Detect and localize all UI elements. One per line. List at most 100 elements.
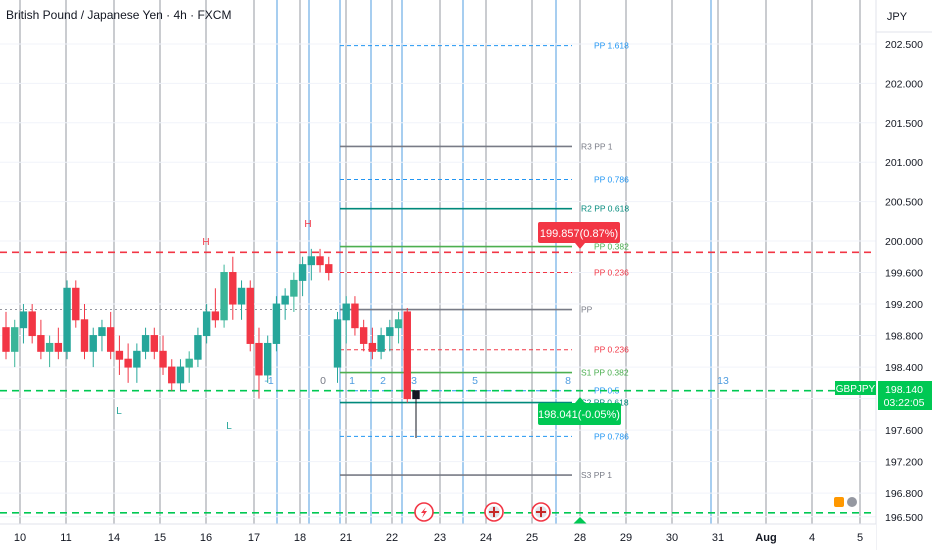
time-tick-label: 5	[857, 532, 863, 544]
svg-text:198.041(-0.05%): 198.041(-0.05%)	[538, 409, 620, 421]
time-tick-label: 29	[620, 532, 632, 544]
candle	[28, 304, 36, 344]
uk-flag-event-icon[interactable]	[531, 502, 551, 522]
time-grid	[19, 0, 861, 524]
pivot-point-marker: H	[202, 237, 209, 248]
svg-text:198.140: 198.140	[885, 384, 923, 396]
currency-label: JPY	[887, 11, 908, 23]
chart-title: British Pound / Japanese Yen · 4h · FXCM	[6, 8, 232, 22]
price-tick-label: 202.000	[885, 78, 923, 90]
candle	[89, 327, 97, 368]
uk-flag-event-icon[interactable]	[484, 502, 504, 522]
candle	[403, 307, 411, 403]
symbol-badge	[835, 381, 876, 395]
candle	[368, 327, 377, 360]
candle	[246, 280, 254, 352]
candle	[202, 304, 211, 344]
fib-time-label: 2	[380, 375, 386, 387]
candle	[45, 335, 54, 368]
candle	[255, 327, 263, 399]
fib-time-label: 5	[472, 375, 478, 387]
pivot-level-label: S3 PP 1	[581, 470, 612, 480]
candle	[211, 288, 220, 328]
candle	[11, 319, 19, 368]
pivot-level-label: PP 0.236	[594, 268, 629, 278]
price-tick-label: 198.400	[885, 362, 923, 374]
time-tick-label: 23	[434, 532, 446, 544]
price-tick-label: 201.000	[885, 157, 923, 169]
pivot-point-marker: L	[226, 421, 232, 432]
candle	[272, 296, 281, 352]
svg-text:199.857(0.87%): 199.857(0.87%)	[540, 228, 618, 240]
bottom-flag-marker	[573, 517, 587, 524]
candle	[281, 288, 289, 320]
candle	[19, 304, 28, 344]
time-tick-label: 28	[574, 532, 586, 544]
candle	[386, 319, 394, 352]
time-axis[interactable]	[0, 524, 876, 550]
candle	[325, 256, 333, 281]
price-tick-label: 200.000	[885, 236, 923, 248]
chart-labels: -1 0 1 2 3 5 8 13 H H L L 199.857(0.87%) 198.041(-0.0…	[116, 219, 857, 524]
time-tick-label: 24	[480, 532, 492, 544]
candle	[124, 343, 132, 383]
candle	[106, 311, 115, 360]
candle	[141, 327, 150, 360]
fib-time-label: 0	[320, 375, 326, 387]
pivot-level-label: PP 0.786	[594, 431, 629, 441]
moon-icon[interactable]	[847, 497, 857, 507]
time-tick-label: Aug	[755, 532, 776, 544]
candle	[98, 319, 106, 352]
time-tick-label: 16	[200, 532, 212, 544]
pivot-level-label: S1 PP 0.382	[581, 368, 629, 378]
lower-price-flag: 198.041(-0.05%)	[538, 397, 621, 425]
candle	[115, 335, 124, 375]
price-tick-label: 196.500	[885, 512, 923, 524]
time-tick-label: 10	[14, 532, 26, 544]
candle	[159, 335, 167, 375]
candle	[351, 296, 359, 336]
candle	[63, 280, 71, 360]
time-tick-label: 15	[154, 532, 166, 544]
candle	[176, 359, 185, 391]
candle	[264, 335, 272, 383]
price-tick-label: 196.800	[885, 488, 923, 500]
fib-time-label: 3	[411, 375, 417, 387]
pivot-level-label: PP 1.618	[594, 41, 629, 51]
fib-time-label: -1	[264, 375, 273, 387]
candle	[342, 296, 350, 344]
candle	[412, 390, 420, 438]
price-tick-label: 197.200	[885, 457, 923, 469]
candle	[185, 351, 193, 383]
fib-time-label: 1	[349, 375, 355, 387]
candle	[316, 248, 324, 273]
price-tick-label: 202.500	[885, 39, 923, 51]
time-tick-label: 25	[526, 532, 538, 544]
candle	[307, 248, 316, 281]
candle	[377, 327, 385, 360]
pivot-level-label: PP 0.382	[594, 242, 629, 252]
pivot-point-marker: H	[304, 219, 311, 230]
candle	[37, 319, 45, 360]
time-tick-label: 18	[294, 532, 306, 544]
sun-icon[interactable]	[834, 497, 844, 507]
candle	[359, 319, 368, 352]
time-tick-label: 22	[386, 532, 398, 544]
pivot-level-label: S2 PP 0.618	[581, 398, 629, 408]
pivot-level-label: R2 PP 0.618	[581, 204, 629, 214]
price-tick-label: 199.200	[885, 299, 923, 311]
price-axis[interactable]	[876, 0, 932, 550]
candle	[290, 272, 298, 312]
candle	[220, 264, 228, 328]
price-tick-label: 199.600	[885, 268, 923, 280]
time-tick-label: 31	[712, 532, 724, 544]
candle	[394, 311, 403, 344]
candle	[298, 256, 307, 297]
candle	[237, 280, 246, 320]
candle	[72, 280, 80, 328]
fib-time-label: 13	[717, 375, 729, 387]
lightning-event-icon[interactable]	[414, 502, 434, 522]
time-tick-label: 17	[248, 532, 260, 544]
